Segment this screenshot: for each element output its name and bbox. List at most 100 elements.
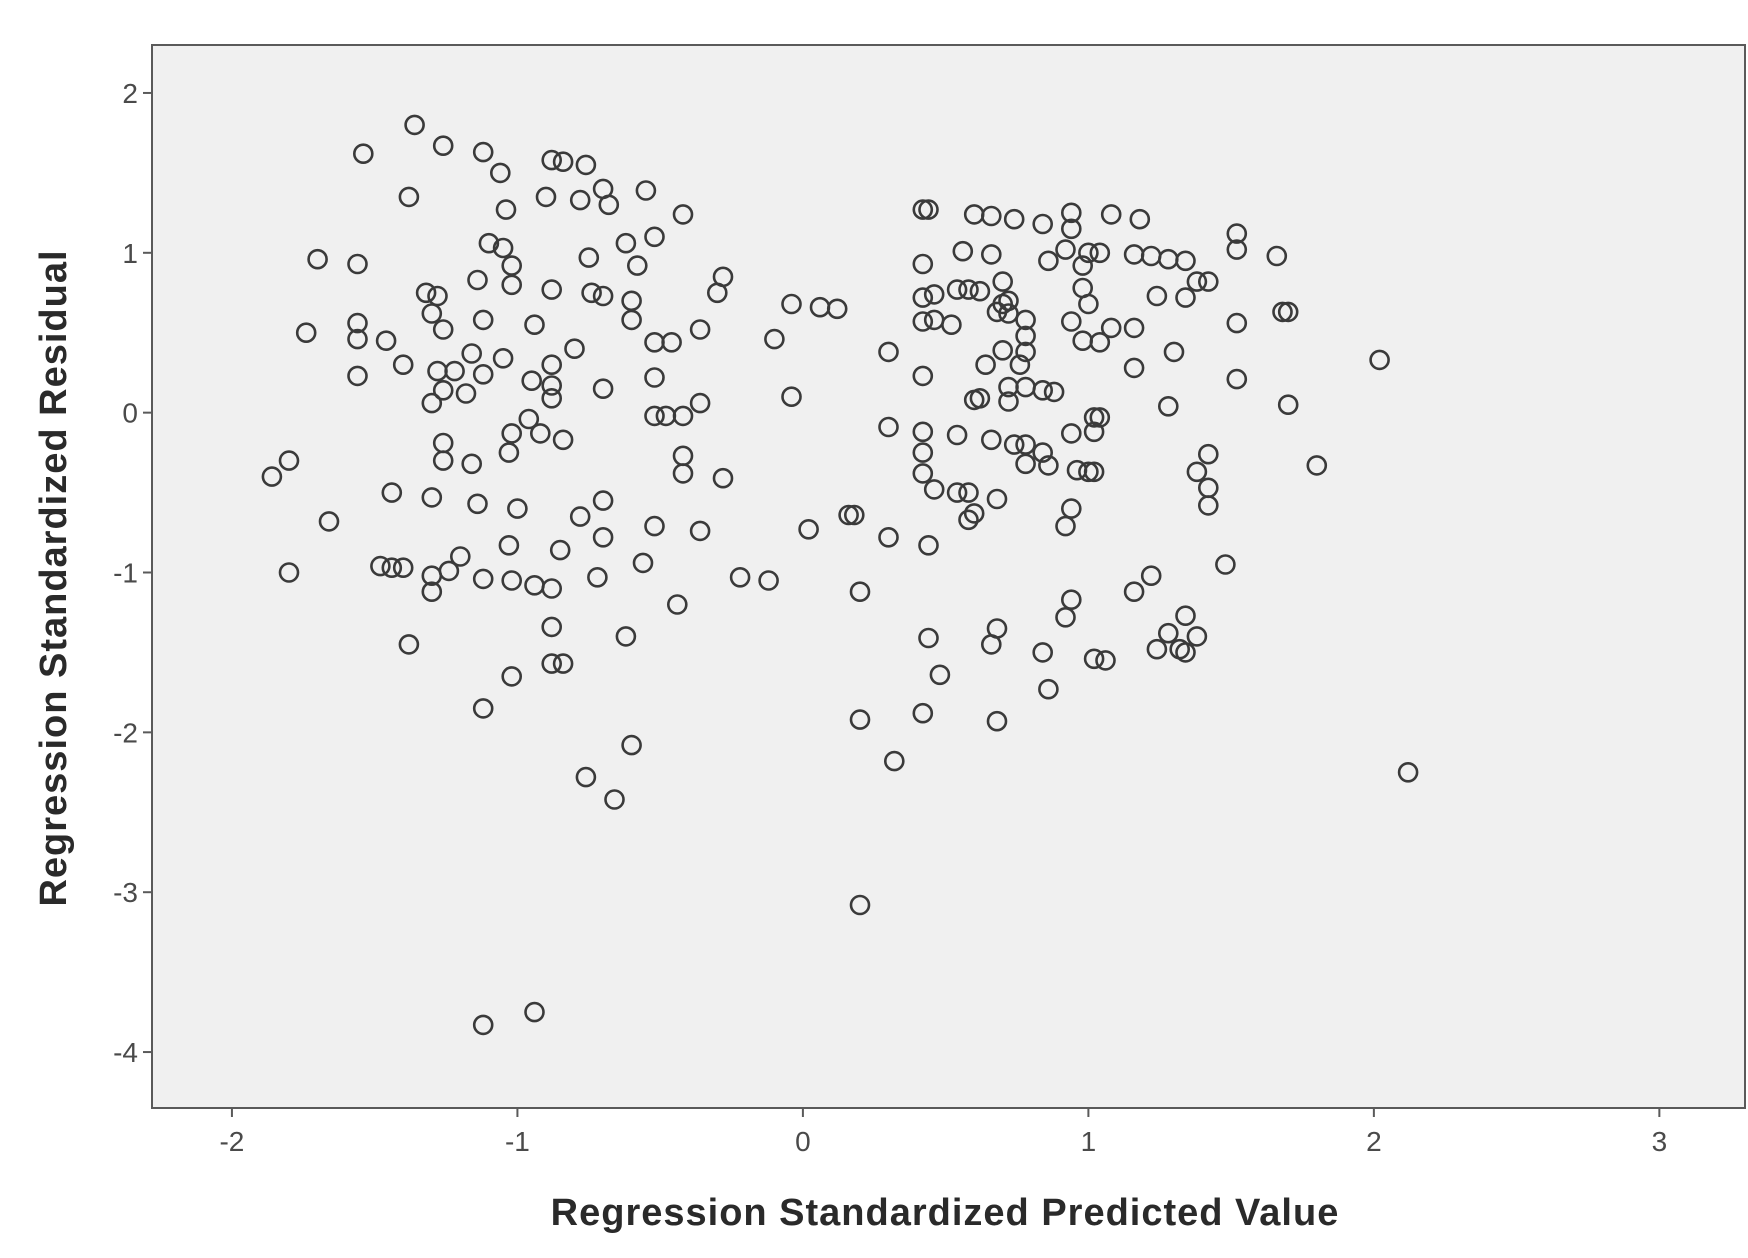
data-point bbox=[969, 387, 991, 409]
data-point bbox=[318, 511, 340, 532]
data-point bbox=[1186, 461, 1208, 483]
data-point bbox=[849, 709, 871, 730]
data-point bbox=[1061, 218, 1082, 240]
data-point bbox=[467, 493, 488, 515]
data-point bbox=[1123, 357, 1145, 379]
data-point bbox=[672, 405, 694, 427]
data-point bbox=[781, 386, 802, 408]
data-point bbox=[598, 194, 620, 216]
data-point bbox=[912, 463, 934, 484]
data-point bbox=[1158, 395, 1179, 417]
data-point bbox=[798, 518, 819, 540]
data-point bbox=[644, 405, 665, 427]
data-point bbox=[958, 509, 979, 531]
data-point bbox=[492, 237, 514, 259]
data-point bbox=[472, 568, 494, 590]
data-point bbox=[912, 287, 934, 308]
data-point bbox=[1083, 407, 1105, 428]
data-point bbox=[541, 375, 563, 396]
data-point bbox=[1083, 648, 1105, 670]
data-point bbox=[1186, 271, 1208, 292]
y-tick-label: -4 bbox=[113, 1037, 138, 1068]
data-point bbox=[672, 204, 694, 225]
data-point bbox=[524, 314, 545, 336]
data-point bbox=[689, 392, 711, 414]
data-point bbox=[849, 581, 871, 603]
data-point bbox=[1100, 204, 1122, 225]
data-point bbox=[986, 710, 1008, 732]
data-point bbox=[352, 143, 374, 164]
data-point bbox=[1089, 331, 1111, 353]
data-point bbox=[432, 319, 454, 340]
data-point bbox=[1198, 495, 1219, 516]
data-point bbox=[615, 232, 637, 254]
data-point bbox=[535, 186, 557, 208]
data-point bbox=[706, 282, 728, 304]
data-point bbox=[1146, 638, 1168, 660]
data-point bbox=[1186, 626, 1208, 647]
data-point bbox=[1072, 255, 1093, 276]
data-point bbox=[992, 271, 1014, 292]
data-point bbox=[347, 365, 368, 387]
data-point bbox=[421, 392, 443, 414]
data-point bbox=[347, 328, 368, 350]
data-point bbox=[578, 247, 600, 268]
data-point bbox=[472, 698, 494, 719]
data-point bbox=[689, 319, 711, 340]
data-point bbox=[963, 503, 985, 524]
data-point bbox=[1163, 341, 1185, 363]
data-point bbox=[729, 566, 751, 588]
data-point bbox=[415, 282, 437, 304]
x-axis-title: Regression Standardized Predicted Value bbox=[551, 1192, 1340, 1234]
data-point bbox=[626, 255, 648, 276]
data-point bbox=[1397, 761, 1419, 783]
data-point bbox=[392, 354, 414, 376]
data-point bbox=[1266, 245, 1288, 267]
data-point bbox=[392, 557, 414, 579]
data-point bbox=[432, 135, 454, 156]
data-point bbox=[992, 339, 1014, 361]
data-point bbox=[549, 539, 571, 561]
data-point bbox=[918, 199, 939, 220]
data-point bbox=[1306, 455, 1328, 476]
data-point bbox=[1226, 368, 1248, 390]
data-point bbox=[843, 504, 865, 526]
data-point bbox=[969, 280, 991, 302]
y-tick-label: 1 bbox=[122, 238, 138, 269]
data-point bbox=[370, 555, 391, 577]
data-point bbox=[1038, 678, 1059, 700]
data-point bbox=[501, 423, 523, 444]
data-point bbox=[575, 154, 597, 176]
data-point bbox=[918, 534, 939, 556]
data-point bbox=[398, 186, 420, 208]
data-point bbox=[381, 557, 403, 579]
data-point bbox=[592, 378, 614, 400]
data-point bbox=[1055, 606, 1076, 628]
data-point bbox=[541, 354, 563, 376]
data-point bbox=[1032, 213, 1053, 235]
data-point bbox=[980, 205, 1002, 227]
data-point bbox=[878, 341, 899, 363]
data-point bbox=[1158, 622, 1179, 644]
data-point bbox=[1198, 271, 1219, 292]
data-point bbox=[1277, 301, 1299, 323]
data-point bbox=[912, 365, 934, 387]
data-point bbox=[1055, 239, 1076, 260]
data-point bbox=[986, 488, 1008, 510]
data-point bbox=[541, 616, 563, 638]
axis-ticks: 2 1 0 -1 -2 -3 -4 -2 -1 0 1 2 3 bbox=[113, 78, 1667, 1157]
data-point bbox=[912, 702, 934, 724]
data-point bbox=[1061, 589, 1082, 611]
data-point bbox=[998, 303, 1019, 324]
data-point bbox=[501, 570, 523, 591]
data-point bbox=[569, 189, 591, 211]
data-point bbox=[421, 581, 443, 603]
data-point bbox=[986, 618, 1008, 639]
data-point bbox=[592, 285, 614, 307]
data-point bbox=[461, 343, 483, 364]
data-point bbox=[1015, 325, 1036, 347]
x-tick-label: 2 bbox=[1366, 1126, 1382, 1157]
data-point bbox=[878, 416, 899, 438]
data-point bbox=[524, 1001, 545, 1023]
data-point bbox=[1226, 239, 1248, 260]
